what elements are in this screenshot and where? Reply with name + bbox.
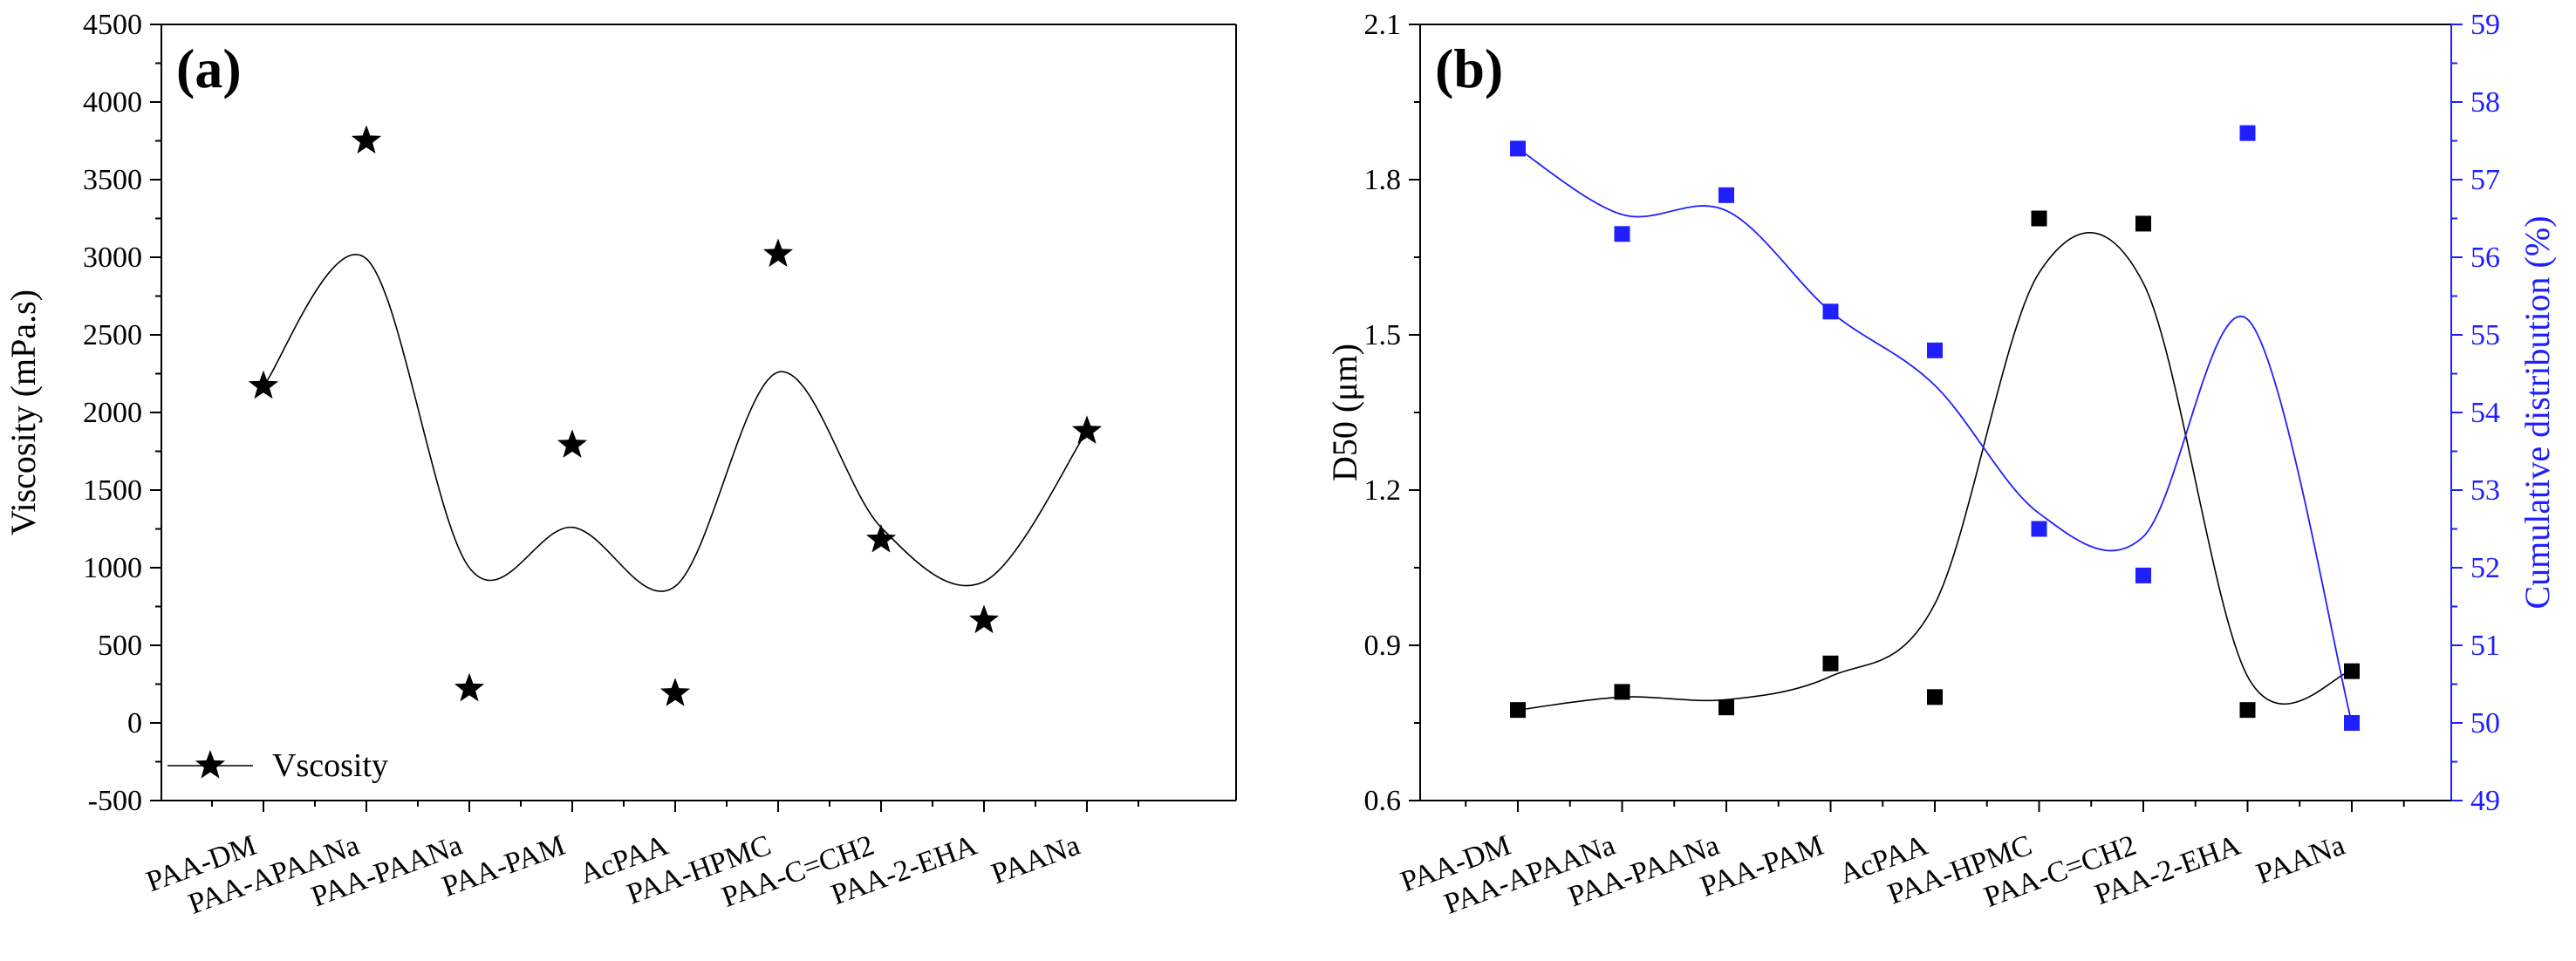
x-tick-label: PAANa [987, 829, 1084, 891]
y2-tick-label: 52 [2470, 552, 2500, 584]
data-point-star [351, 125, 382, 154]
panel-label: (b) [1435, 37, 1503, 99]
y-tick-label: -500 [88, 785, 142, 817]
y-tick-label: 1.2 [1364, 474, 1402, 507]
data-point-d50 [2239, 702, 2256, 719]
y-tick-label: 500 [98, 630, 142, 662]
data-point-star [248, 370, 279, 399]
y-tick-label: 0.6 [1364, 785, 1402, 817]
x-tick-label: PAANa [2252, 829, 2349, 891]
y2-tick-label: 51 [2470, 630, 2500, 662]
data-point-star [557, 429, 588, 458]
y-tick-label: 3000 [83, 242, 142, 274]
y2-tick-label: 57 [2470, 164, 2500, 196]
panel-label: (a) [176, 37, 242, 99]
y2-tick-label: 55 [2470, 319, 2500, 351]
data-point-star [454, 672, 485, 702]
data-point-d50 [1718, 699, 1734, 716]
y2-tick-label: 50 [2470, 707, 2500, 739]
data-point-d50 [2344, 663, 2360, 679]
y-tick-label: 0.9 [1364, 630, 1402, 662]
data-point-cumulative [1614, 226, 1630, 242]
y-tick-label: 1.5 [1364, 319, 1402, 351]
data-point-d50 [2135, 215, 2151, 232]
y-tick-label: 0 [127, 707, 142, 739]
y-tick-label: 3500 [83, 164, 142, 196]
data-point-cumulative [2135, 567, 2151, 583]
fit-curve-cumulative [1517, 147, 2353, 724]
data-point-star [762, 238, 794, 267]
data-point-d50 [1822, 655, 1839, 671]
data-point-cumulative [1822, 303, 1839, 320]
data-point-d50 [2031, 210, 2047, 227]
y2-tick-label: 49 [2470, 785, 2500, 817]
data-point-star [659, 678, 691, 706]
y-tick-label: 4000 [83, 86, 142, 119]
chart-panel-b: 0.6 0.9 1.2 1.5 1.8 2.1 49 50 51 52 53 54 55 56 57 58 59… [1325, 9, 2557, 921]
legend-label: Vscosity [272, 747, 388, 784]
y2-tick-label: 56 [2470, 242, 2500, 274]
data-point-star [865, 524, 897, 553]
y-tick-label: 1000 [83, 552, 142, 584]
data-point-cumulative [2031, 521, 2047, 537]
legend-marker-star [195, 750, 226, 779]
y-tick-label: 1500 [83, 474, 142, 507]
y2-tick-label: 53 [2470, 474, 2500, 507]
y-tick-label: 1.8 [1364, 164, 1402, 196]
data-point-star [1071, 415, 1103, 444]
data-point-cumulative [1510, 140, 1526, 157]
fit-curve-d50 [1517, 232, 2353, 711]
data-point-cumulative [1927, 342, 1943, 358]
data-point-d50 [1614, 684, 1630, 700]
y-tick-label: 2500 [83, 319, 142, 351]
y2-tick-label: 54 [2470, 397, 2500, 429]
data-point-cumulative [2344, 715, 2360, 731]
data-point-star [968, 604, 1000, 634]
y-tick-label: 2000 [83, 397, 142, 429]
data-point-d50 [1510, 702, 1526, 719]
data-point-cumulative [2239, 125, 2256, 141]
y2-tick-label: 59 [2470, 9, 2500, 41]
y-axis-title: Viscosity (mPa.s) [3, 290, 43, 535]
y-tick-label: 2.1 [1364, 9, 1402, 41]
chart-panel-a: -500 0 500 1000 1500 2000 2500 3000 3500 4000 4500… [3, 9, 1237, 921]
y2-axis-title: Cumulative distribution (%) [2518, 215, 2557, 609]
y2-tick-label: 58 [2470, 86, 2500, 119]
y-tick-label: 4500 [83, 9, 142, 41]
y-axis-title: D50 (μm) [1325, 344, 1364, 481]
data-point-d50 [1927, 689, 1943, 705]
data-point-cumulative [1718, 187, 1734, 203]
fit-curve [263, 254, 1088, 592]
